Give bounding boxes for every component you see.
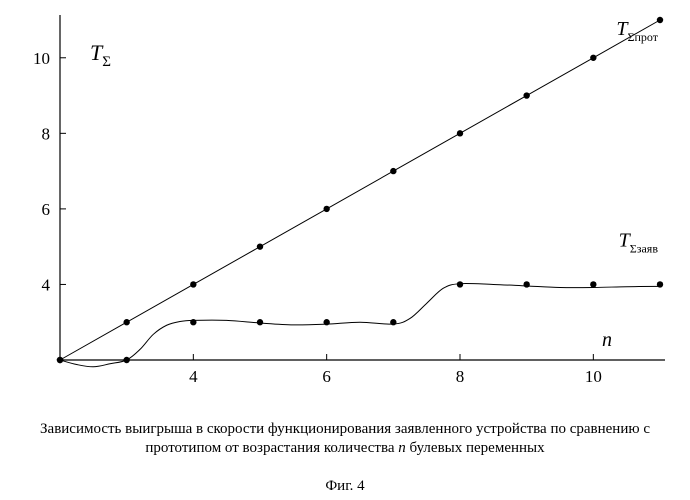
figure-number: Фиг. 4 <box>0 478 690 495</box>
x-tick-label: 8 <box>456 367 465 386</box>
caption-text-after: булевых переменных <box>406 440 545 456</box>
series-marker-T_Σзаяв <box>457 281 463 287</box>
caption-text-before: Зависимость выигрыша в скорости функцион… <box>40 421 650 456</box>
series-marker-T_Σзаяв <box>590 281 596 287</box>
chart-svg: 4681046810TΣnTΣпротTΣзаяв <box>0 0 690 420</box>
x-tick-label: 10 <box>585 367 602 386</box>
series-marker-T_Σпрот <box>590 55 596 61</box>
series-marker-T_Σпрот <box>457 130 463 136</box>
series-marker-T_Σпрот <box>657 17 663 23</box>
x-axis-label: n <box>602 329 612 351</box>
caption-n: n <box>398 440 406 456</box>
series-marker-T_Σзаяв <box>123 357 129 363</box>
series-marker-T_Σзаяв <box>257 319 263 325</box>
y-tick-label: 8 <box>42 124 51 143</box>
x-tick-label: 4 <box>189 367 198 386</box>
series-marker-T_Σпрот <box>390 168 396 174</box>
series-marker-T_Σпрот <box>257 243 263 249</box>
figure-caption: Зависимость выигрыша в скорости функцион… <box>0 420 690 458</box>
series-marker-T_Σзаяв <box>190 319 196 325</box>
series-marker-T_Σзаяв <box>523 281 529 287</box>
series-marker-T_Σпрот <box>190 281 196 287</box>
y-tick-label: 4 <box>42 275 51 294</box>
series-marker-T_Σзаяв <box>323 319 329 325</box>
series-marker-T_Σзаяв <box>57 357 63 363</box>
figure-container: 4681046810TΣnTΣпротTΣзаяв Зависимость вы… <box>0 0 690 500</box>
y-tick-label: 10 <box>33 49 50 68</box>
series-marker-T_Σзаяв <box>657 281 663 287</box>
y-tick-label: 6 <box>42 200 51 219</box>
series-marker-T_Σпрот <box>323 206 329 212</box>
series-marker-T_Σпрот <box>123 319 129 325</box>
series-marker-T_Σзаяв <box>390 319 396 325</box>
x-tick-label: 6 <box>322 367 331 386</box>
series-marker-T_Σпрот <box>523 92 529 98</box>
